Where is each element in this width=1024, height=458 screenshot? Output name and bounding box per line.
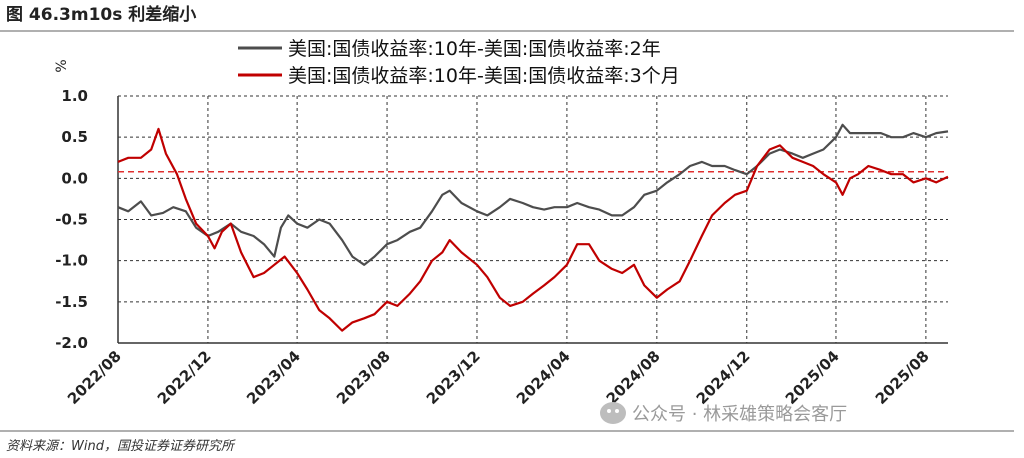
figure-title: 图 46.3m10s 利差缩小 — [6, 5, 197, 25]
x-tick-label: 2025/08 — [872, 347, 933, 408]
x-tick-labels: 2022/08 2022/12 2023/04 2023/08 2023/12 2024/… — [64, 347, 933, 408]
legend: 美国:国债收益率:10年-美国:国债收益率:2年美国:国债收益率:10年-美国:… — [238, 38, 680, 87]
y-tick-labels: 1.0 0.5 0.0 -0.5 -1.0 -1.5 -2.0 — [55, 87, 88, 352]
y-tick-label: -2.0 — [55, 334, 88, 352]
title-divider — [0, 30, 1014, 32]
y-tick-label: 0.0 — [61, 169, 88, 187]
series-line-2 — [117, 127, 949, 332]
legend-label-2: 美国:国债收益率:10年-美国:国债收益率:3个月 — [288, 65, 680, 87]
x-tick-label: 2023/08 — [333, 347, 394, 408]
series-lines — [117, 123, 949, 332]
x-tick-label: 2022/08 — [64, 347, 125, 408]
x-tick-label: 2022/12 — [154, 347, 215, 408]
legend-label-1: 美国:国债收益率:10年-美国:国债收益率:2年 — [288, 38, 661, 60]
gridlines — [117, 95, 948, 344]
x-tick-label: 2025/04 — [782, 347, 843, 408]
y-tick-label: -1.5 — [55, 293, 88, 311]
source-divider — [0, 430, 1014, 432]
x-tick-label: 2023/12 — [423, 347, 484, 408]
series-line-1 — [117, 123, 949, 266]
x-tick-label: 2024/04 — [513, 347, 574, 408]
line-chart: % 1.00.50.0-0.5-1.0-1.5-2.0 2022/08 2022/… — [54, 38, 949, 408]
x-tick-label: 2024/12 — [693, 347, 754, 408]
y-tick-label: 1.0 — [61, 87, 88, 105]
y-tick-label: -0.5 — [55, 211, 88, 229]
y-tick-label: 0.5 — [61, 128, 88, 146]
y-tick-label: -1.0 — [55, 252, 88, 270]
watermark: 公众号 · 林采雄策略会客厅 — [600, 400, 847, 426]
x-tick-label: 2024/08 — [603, 347, 664, 408]
axes: % — [54, 59, 948, 344]
source-note: 资料来源：Wind，国投证券证券研究所 — [6, 439, 234, 454]
watermark-text: 公众号 · 林采雄策略会客厅 — [632, 404, 848, 425]
x-tick-label: 2023/04 — [243, 347, 304, 408]
y-axis-unit: % — [54, 59, 70, 72]
wechat-icon — [600, 402, 626, 424]
